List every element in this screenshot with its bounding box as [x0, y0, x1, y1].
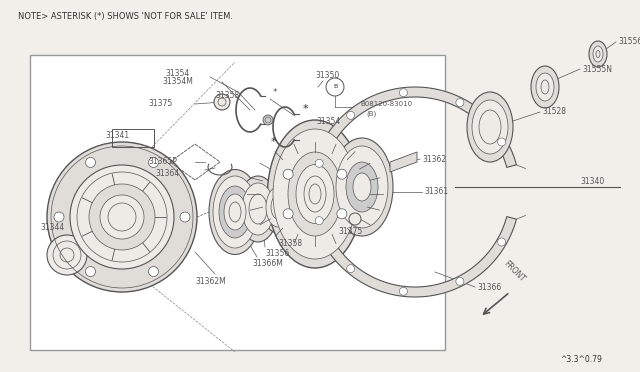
Circle shape	[349, 213, 361, 225]
Text: 31375: 31375	[148, 99, 172, 109]
Text: *: *	[270, 137, 276, 147]
Text: B: B	[333, 84, 337, 90]
Circle shape	[283, 169, 293, 179]
Circle shape	[399, 287, 408, 295]
Ellipse shape	[242, 183, 274, 235]
Ellipse shape	[213, 176, 257, 248]
Circle shape	[89, 184, 155, 250]
Ellipse shape	[336, 146, 388, 228]
Circle shape	[337, 169, 347, 179]
Circle shape	[100, 195, 144, 239]
Ellipse shape	[331, 138, 393, 236]
Circle shape	[316, 159, 323, 167]
Circle shape	[54, 212, 64, 222]
Ellipse shape	[288, 152, 342, 236]
Text: 31365P: 31365P	[148, 157, 177, 167]
Text: *: *	[302, 104, 308, 114]
Text: 31375: 31375	[338, 228, 362, 237]
Text: 31556N: 31556N	[618, 38, 640, 46]
Text: 31354: 31354	[316, 118, 340, 126]
Circle shape	[283, 209, 293, 219]
Text: 31361: 31361	[424, 187, 448, 196]
Circle shape	[214, 94, 230, 110]
Ellipse shape	[224, 194, 246, 230]
Circle shape	[47, 142, 197, 292]
Text: 31344: 31344	[40, 222, 64, 231]
Circle shape	[47, 235, 87, 275]
Text: 31366M: 31366M	[252, 260, 283, 269]
Ellipse shape	[353, 173, 371, 201]
Circle shape	[148, 267, 159, 276]
Ellipse shape	[589, 41, 607, 67]
Text: 31362M: 31362M	[195, 278, 226, 286]
Bar	[30, 55, 445, 350]
Bar	[112, 129, 154, 147]
Ellipse shape	[593, 46, 603, 62]
Polygon shape	[390, 152, 417, 172]
Text: 31555N: 31555N	[582, 64, 612, 74]
Circle shape	[180, 212, 190, 222]
Circle shape	[316, 217, 323, 225]
Ellipse shape	[531, 66, 559, 108]
Text: 31528: 31528	[542, 108, 566, 116]
Text: 31354M: 31354M	[162, 77, 193, 86]
Ellipse shape	[536, 73, 554, 101]
Circle shape	[148, 157, 159, 167]
Text: 31354: 31354	[165, 68, 189, 77]
Ellipse shape	[472, 100, 508, 154]
Text: FRONT: FRONT	[502, 259, 527, 284]
Text: ^3.3^0.79: ^3.3^0.79	[560, 356, 602, 365]
Circle shape	[498, 138, 506, 146]
Circle shape	[498, 238, 506, 246]
Ellipse shape	[238, 176, 278, 242]
Circle shape	[86, 157, 95, 167]
Text: NOTE> ASTERISK (*) SHOWS 'NOT FOR SALE' ITEM.: NOTE> ASTERISK (*) SHOWS 'NOT FOR SALE' …	[18, 12, 233, 20]
Text: 31341: 31341	[105, 131, 129, 140]
Circle shape	[399, 89, 408, 97]
Ellipse shape	[209, 170, 261, 254]
Circle shape	[347, 264, 355, 273]
Circle shape	[347, 111, 355, 119]
Circle shape	[86, 267, 95, 276]
Circle shape	[337, 209, 347, 219]
Text: 31350: 31350	[315, 71, 339, 80]
Circle shape	[70, 165, 174, 269]
Text: B08120-83010: B08120-83010	[360, 101, 412, 107]
Circle shape	[456, 278, 464, 285]
Text: 31364: 31364	[155, 170, 179, 179]
Text: 31358: 31358	[278, 240, 302, 248]
Ellipse shape	[262, 181, 294, 233]
Text: 31356: 31356	[265, 250, 289, 259]
Ellipse shape	[346, 162, 378, 212]
Ellipse shape	[296, 164, 334, 224]
Text: 31366: 31366	[477, 282, 501, 292]
Circle shape	[263, 115, 273, 125]
Text: 31358: 31358	[215, 92, 239, 100]
Text: 31340: 31340	[580, 177, 604, 186]
Ellipse shape	[268, 120, 362, 268]
Ellipse shape	[273, 129, 357, 259]
Circle shape	[456, 99, 464, 107]
Text: *: *	[273, 87, 277, 96]
Text: (B): (B)	[366, 111, 376, 117]
Text: 31362: 31362	[422, 154, 446, 164]
Ellipse shape	[219, 186, 251, 238]
Polygon shape	[310, 87, 516, 297]
Ellipse shape	[266, 187, 290, 227]
Ellipse shape	[467, 92, 513, 162]
